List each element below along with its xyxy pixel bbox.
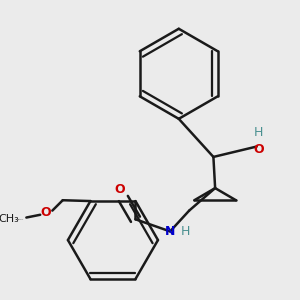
Text: H: H [254,126,263,139]
Text: O: O [253,143,264,156]
Text: O: O [115,183,125,196]
Text: H: H [181,225,190,238]
Text: methoxy: methoxy [18,219,24,220]
Text: CH₃: CH₃ [0,214,20,224]
Text: N: N [165,225,175,238]
Text: O: O [40,206,51,219]
